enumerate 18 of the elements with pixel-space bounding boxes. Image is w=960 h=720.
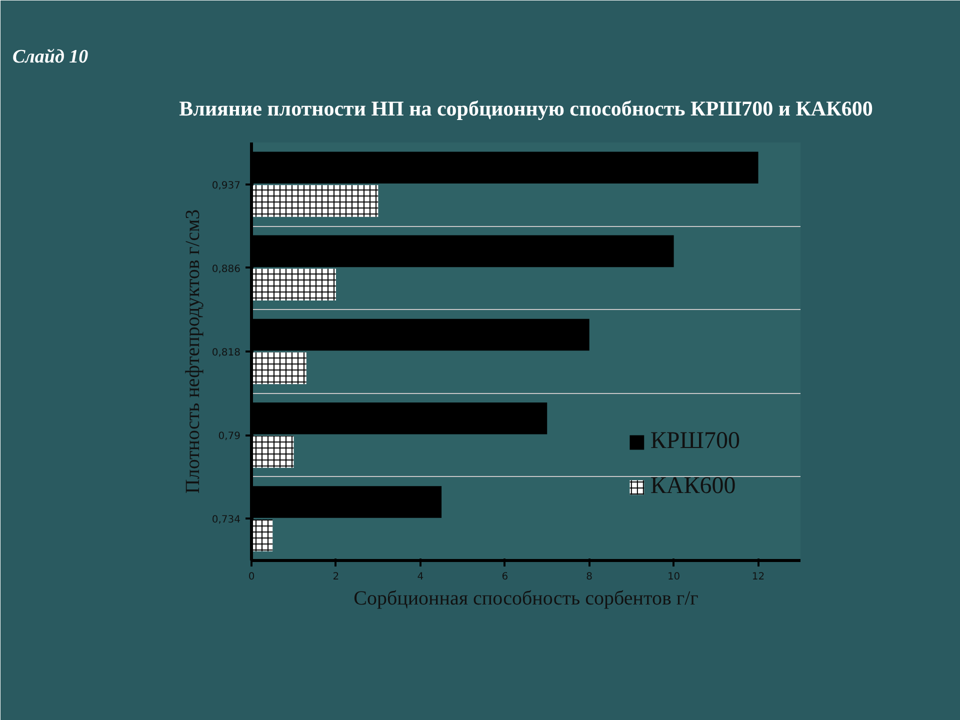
y-axis-title: Плотность нефтепродуктов г/см3 xyxy=(182,209,204,494)
text: Слайд 10 xyxy=(12,46,89,68)
legend-label: КРШ700 xyxy=(650,428,740,455)
x-axis-title: Сорбционная способность сорбентов г/г xyxy=(354,588,698,610)
x-tick-label: 10 xyxy=(667,572,680,582)
y-tick-label: 0,937 xyxy=(212,180,241,192)
x-tick-label: 2 xyxy=(332,572,340,582)
y-tick-label: 0,734 xyxy=(212,514,241,526)
y-tick-label: 0,886 xyxy=(212,264,241,275)
chart-title: Влияние плотности НП на сорбционную способность КРШ700 и КАК600 xyxy=(179,96,873,120)
y-tick-label: 0,79 xyxy=(218,431,240,442)
x-tick-label: 6 xyxy=(502,572,508,582)
x-tick-label: 4 xyxy=(417,572,424,582)
legend-label: КАК600 xyxy=(650,473,736,500)
x-tick-label: 0 xyxy=(248,572,255,582)
x-tick-label: 12 xyxy=(752,572,765,582)
x-tick-label: 8 xyxy=(586,572,593,582)
y-tick-label: 0,818 xyxy=(212,348,241,358)
